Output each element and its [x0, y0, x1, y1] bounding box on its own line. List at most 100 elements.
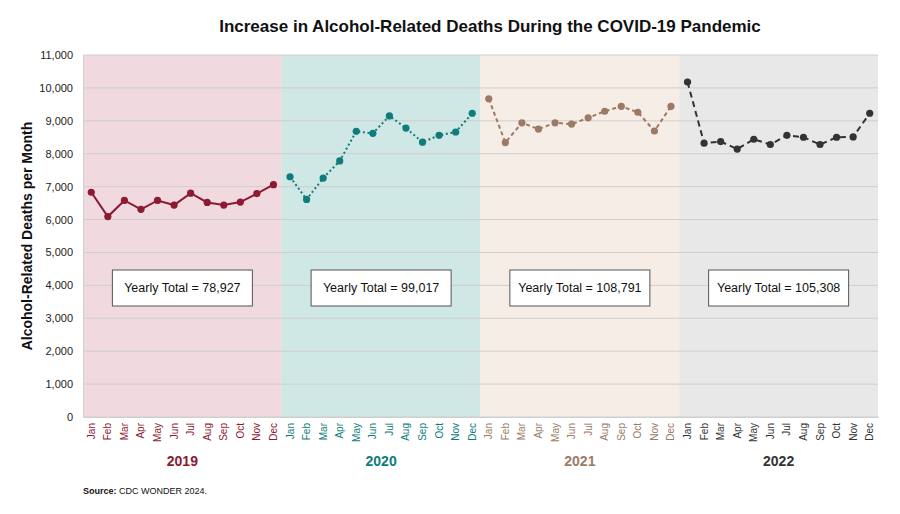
- x-tick-label: Mar: [516, 422, 527, 440]
- x-tick: Sep: [616, 417, 627, 441]
- data-point: [237, 199, 244, 206]
- x-tick: Aug: [400, 417, 411, 441]
- y-tick: 11,000: [40, 49, 83, 61]
- annotation: Yearly Total = 108,791: [518, 281, 641, 295]
- grid-line: [83, 252, 878, 253]
- x-tick: Dec: [467, 417, 478, 441]
- x-tick-label: Jan: [483, 423, 494, 439]
- data-point: [270, 181, 277, 188]
- data-point: [667, 103, 674, 110]
- year-panel: [481, 55, 680, 417]
- x-tick-label: Jun: [566, 423, 577, 439]
- data-point: [866, 110, 873, 117]
- data-point: [353, 128, 360, 135]
- x-tick-label: Sep: [616, 423, 627, 441]
- year-label: 2022: [763, 453, 794, 469]
- data-point: [88, 189, 95, 196]
- x-tick-label: Apr: [135, 422, 146, 438]
- x-tick-label: Sep: [815, 423, 826, 441]
- x-tick-label: May: [351, 423, 362, 442]
- data-point: [253, 190, 260, 197]
- x-tick-label: Aug: [400, 423, 411, 441]
- y-tick-label: 0: [67, 411, 73, 423]
- x-tick: Jul: [185, 417, 196, 436]
- x-tick: Jun: [169, 417, 180, 439]
- x-tick-label: Jul: [583, 423, 594, 436]
- data-point: [386, 112, 393, 119]
- data-point: [833, 134, 840, 141]
- x-tick-label: Nov: [848, 423, 859, 441]
- x-tick: Oct: [434, 417, 445, 439]
- year-label: 2019: [167, 453, 198, 469]
- x-tick-label: Sep: [218, 423, 229, 441]
- data-point: [850, 133, 857, 140]
- y-tick: 3,000: [45, 312, 83, 324]
- x-tick-label: Sep: [417, 423, 428, 441]
- x-tick-label: Jun: [169, 423, 180, 439]
- y-axis: 01,0002,0003,0004,0005,0006,0007,0008,00…: [39, 49, 83, 423]
- x-tick: Aug: [599, 417, 610, 441]
- annotation: Yearly Total = 99,017: [323, 281, 439, 295]
- year-label: 2021: [564, 453, 595, 469]
- y-tick: 0: [67, 411, 83, 423]
- x-tick: Feb: [301, 417, 312, 440]
- grid: [83, 55, 878, 417]
- x-tick: Aug: [798, 417, 809, 441]
- x-tick: Apr: [135, 417, 146, 439]
- x-tick-label: Jan: [285, 423, 296, 439]
- x-tick: Feb: [102, 417, 113, 440]
- x-tick: Feb: [500, 417, 511, 440]
- data-point: [170, 201, 177, 208]
- annotation-box: [311, 270, 451, 306]
- data-point: [154, 197, 161, 204]
- y-tick: 9,000: [45, 115, 83, 127]
- grid-line: [83, 417, 878, 418]
- x-tick: Jan: [86, 417, 97, 439]
- marks: [88, 78, 874, 220]
- x-tick: May: [748, 417, 759, 442]
- x-tick: Feb: [699, 417, 710, 440]
- x-tick: Jan: [285, 417, 296, 439]
- x-tick-label: Oct: [235, 423, 246, 439]
- x-tick-label: Apr: [334, 422, 345, 438]
- annotation-box: [112, 270, 252, 306]
- data-point: [137, 206, 144, 213]
- x-tick: Jun: [765, 417, 776, 439]
- x-tick: Sep: [218, 417, 229, 441]
- data-point: [469, 110, 476, 117]
- annotation: Yearly Total = 78,927: [124, 281, 240, 295]
- data-point: [816, 141, 823, 148]
- x-tick: Jul: [384, 417, 395, 436]
- x-tick: Aug: [202, 417, 213, 441]
- data-point: [551, 119, 558, 126]
- x-tick-label: Mar: [318, 422, 329, 440]
- data-point: [601, 108, 608, 115]
- data-point: [121, 197, 128, 204]
- data-point: [369, 130, 376, 137]
- x-tick-label: Nov: [450, 423, 461, 441]
- annotation-box: [709, 270, 849, 306]
- panels: [83, 55, 878, 417]
- data-point: [104, 213, 111, 220]
- data-point: [535, 125, 542, 132]
- series-line: [290, 113, 472, 199]
- data-point: [750, 136, 757, 143]
- data-point: [800, 134, 807, 141]
- x-tick: Dec: [864, 417, 875, 441]
- data-point: [684, 78, 691, 85]
- x-tick: Apr: [533, 417, 544, 439]
- data-point: [485, 95, 492, 102]
- data-point: [320, 174, 327, 181]
- x-tick-label: Oct: [434, 423, 445, 439]
- x-tick-label: Mar: [715, 422, 726, 440]
- y-tick-label: 3,000: [45, 312, 73, 324]
- y-tick-label: 7,000: [45, 181, 73, 193]
- x-tick-label: Dec: [467, 423, 478, 441]
- series-line: [91, 185, 273, 217]
- x-tick: Nov: [649, 417, 660, 441]
- title: Increase in Alcohol-Related Deaths Durin…: [219, 17, 761, 36]
- x-tick-label: Aug: [599, 423, 610, 441]
- x-tick: Jul: [583, 417, 594, 436]
- x-tick-label: Jul: [384, 423, 395, 436]
- x-tick: Jan: [682, 417, 693, 439]
